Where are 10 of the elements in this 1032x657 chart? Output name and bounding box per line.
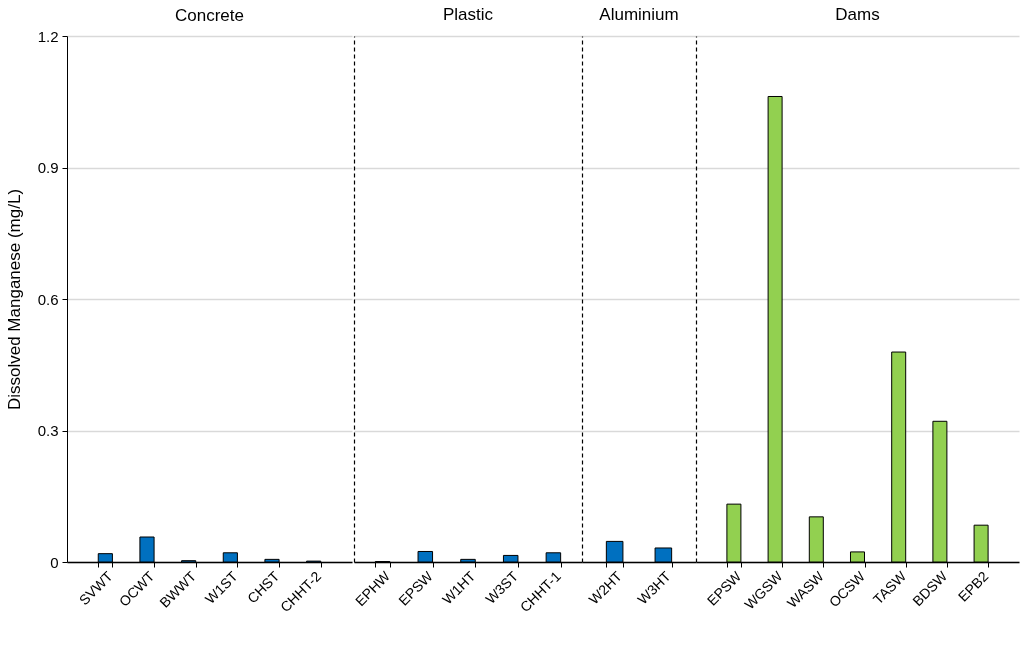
y-tick-label: 1.2 (37, 27, 59, 45)
chart-title: Concrete (175, 6, 244, 25)
y-tick-label: 0.9 (37, 159, 59, 176)
chart-title: Plastic (442, 5, 494, 24)
chart-title: Dams (835, 5, 880, 24)
chart-title: Aluminium (599, 5, 679, 24)
y-tick-label: 0.3 (37, 422, 59, 439)
y-axis-title: Dissolved Manganese (mg/L) (4, 188, 24, 411)
y-tick-label: 0 (50, 553, 59, 571)
y-tick-label: 0.6 (37, 290, 59, 308)
